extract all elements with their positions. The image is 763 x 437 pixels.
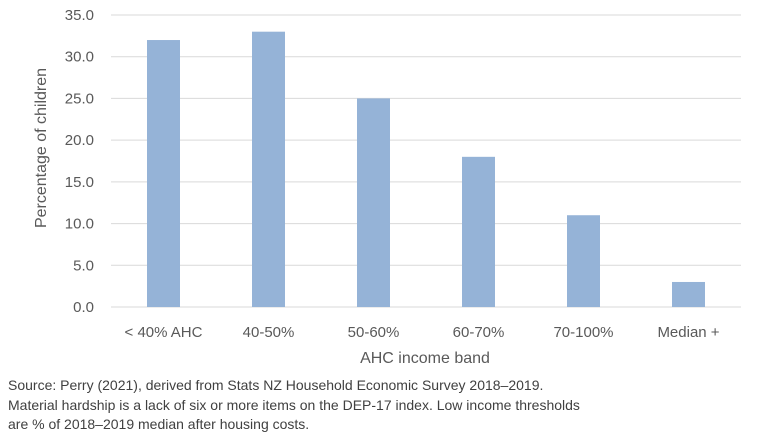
y-tick-label: 5.0	[73, 257, 94, 274]
y-axis-title: Percentage of children	[33, 68, 50, 228]
note-line: Source: Perry (2021), derived from Stats…	[8, 377, 544, 393]
y-tick-labels: 0.0 5.0 10.0 15.0 20.0 25.0 30.0 35.0	[65, 7, 94, 316]
x-tick-label: 60-70%	[453, 324, 505, 341]
x-tick-label: 50-60%	[348, 324, 400, 341]
bar	[462, 156, 495, 307]
x-tick-label: 40-50%	[243, 324, 295, 341]
bars	[147, 31, 705, 308]
y-tick-label: 30.0	[65, 49, 94, 66]
y-tick-label: 15.0	[65, 174, 94, 191]
bar	[357, 98, 390, 307]
bar-chart: 0.0 5.0 10.0 15.0 20.0 25.0 30.0 35.0 < 40% AHC…	[33, 7, 741, 367]
bar	[252, 31, 285, 307]
y-tick-label: 0.0	[73, 299, 94, 316]
bar	[672, 281, 705, 307]
x-axis-title: AHC income band	[360, 350, 490, 367]
gridlines	[111, 14, 741, 308]
x-tick-label: Median +	[657, 324, 719, 341]
y-tick-label: 10.0	[65, 216, 94, 233]
x-tick-label: 70-100%	[553, 324, 613, 341]
source-notes: Source: Perry (2021), derived from Stats…	[8, 376, 580, 435]
y-tick-label: 35.0	[65, 7, 94, 24]
y-tick-label: 20.0	[65, 132, 94, 149]
bar	[147, 40, 180, 308]
note-line: Material hardship is a lack of six or mo…	[8, 396, 580, 413]
x-tick-label: < 40% AHC	[125, 324, 203, 341]
x-tick-labels: < 40% AHC 40-50% 50-60% 60-70% 70-100% Median…	[125, 324, 720, 341]
note-line: are % of 2018–2019 median after housing …	[8, 416, 310, 432]
bar	[567, 215, 600, 307]
y-tick-label: 25.0	[65, 90, 94, 107]
